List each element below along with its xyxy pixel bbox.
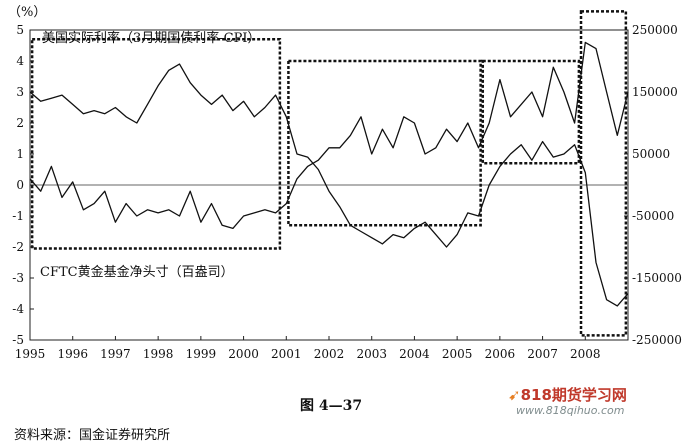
legend-label-cftc: CFTC黄金基金净头寸（百盎司） — [40, 264, 234, 280]
x-tick-label: 1999 — [186, 347, 217, 361]
x-tick-label: 2003 — [356, 347, 387, 361]
right-tick-label: 250000 — [632, 23, 678, 37]
watermark-brand-text: 818期货学习网 — [520, 386, 627, 404]
series-lines — [29, 41, 629, 307]
highlight-box-4 — [579, 10, 628, 337]
x-tick-label: 2004 — [399, 347, 430, 361]
y-unit-label: （%） — [8, 5, 46, 20]
highlight-box-2 — [287, 59, 482, 227]
plot-frame — [29, 29, 629, 341]
series-line-real-rate — [29, 63, 629, 307]
right-axis: 250000 150000 50000 -50000 -150000 -250000 — [624, 23, 682, 347]
x-tick-label: 2002 — [314, 347, 345, 361]
x-tick-label: 2007 — [527, 347, 558, 361]
left-axis: 5 4 3 2 1 0 -1 -2 -3 -4 -5 — [12, 23, 34, 347]
watermark-brand: ➹818期货学习网 — [508, 384, 627, 405]
right-tick-label: 150000 — [632, 85, 678, 99]
left-tick-label: 1 — [16, 147, 24, 161]
x-tick-label: 2008 — [570, 347, 601, 361]
left-tick-label: -2 — [12, 240, 24, 254]
right-tick-label: -150000 — [632, 271, 682, 285]
left-tick-label: 2 — [16, 116, 24, 130]
x-tick-label: 2001 — [271, 347, 302, 361]
left-tick-label: 5 — [16, 23, 24, 37]
legend-label-real-rate: 美国实际利率（3月期国债利率-CPI） — [42, 30, 261, 46]
watermark-url: www.818qihuo.com — [516, 404, 625, 417]
left-tick-label: 3 — [16, 85, 24, 99]
x-tick-label: 1996 — [57, 347, 88, 361]
left-tick-label: -4 — [12, 302, 24, 316]
left-tick-label: -5 — [12, 333, 24, 347]
x-tick-label: 2005 — [442, 347, 473, 361]
left-tick-label: -1 — [12, 209, 24, 223]
left-tick-label: 0 — [16, 178, 24, 192]
left-tick-label: 4 — [16, 54, 24, 68]
highlight-box-1 — [30, 38, 282, 250]
highlight-box-3 — [481, 59, 581, 165]
left-tick-label: -3 — [12, 271, 24, 285]
figure-label: 图 4—37 — [300, 398, 363, 414]
x-axis: 1995 1996 1997 1998 1999 2000 2001 2002 2003 2004… — [15, 336, 601, 361]
x-tick-label: 1997 — [100, 347, 131, 361]
watermark-logo-icon: ➹ — [508, 386, 521, 404]
x-tick-label: 1998 — [143, 347, 174, 361]
right-tick-label: -50000 — [632, 209, 674, 223]
series-line-cftc — [29, 41, 629, 230]
source-note: 资料来源：国金证券研究所 — [14, 428, 171, 443]
highlight-boxes — [30, 10, 628, 337]
x-tick-label: 2006 — [485, 347, 516, 361]
x-tick-label: 1995 — [15, 347, 46, 361]
right-tick-label: -250000 — [632, 333, 682, 347]
x-tick-label: 2000 — [228, 347, 259, 361]
right-tick-label: 50000 — [632, 147, 670, 161]
